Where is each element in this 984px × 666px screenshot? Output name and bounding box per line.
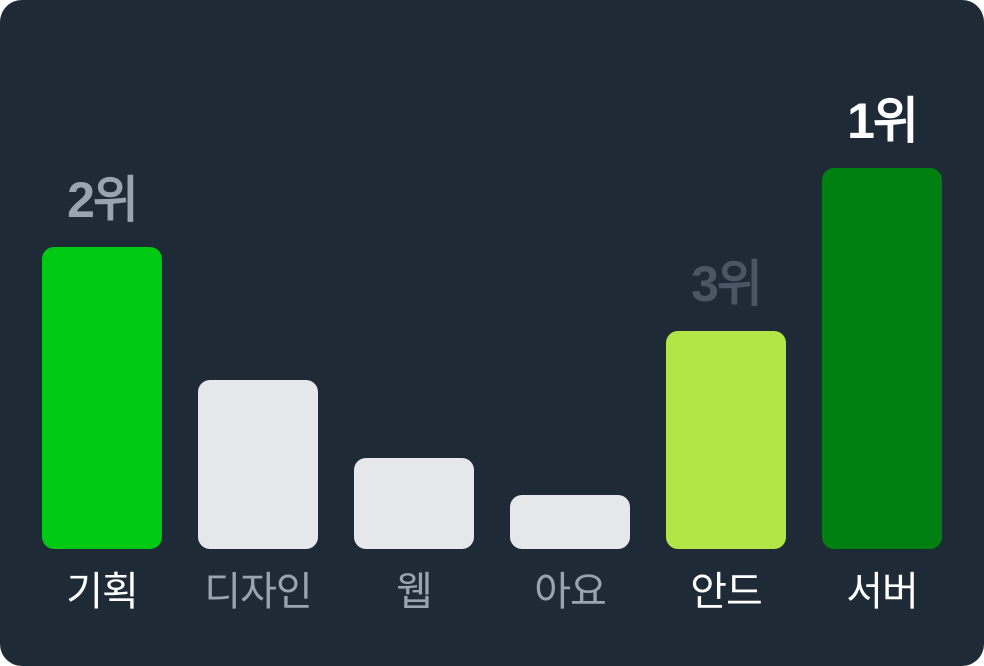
rank-label-0: 2위 xyxy=(22,175,182,225)
category-label-3: 아요 xyxy=(490,570,650,614)
bar-3 xyxy=(510,495,630,549)
bar-5 xyxy=(822,168,942,549)
bar-4 xyxy=(666,331,786,549)
category-label-2: 웹 xyxy=(334,570,494,614)
rank-label-4: 3위 xyxy=(646,259,806,309)
bar-2 xyxy=(354,458,474,549)
category-label-0: 기획 xyxy=(22,570,182,614)
bar-1 xyxy=(198,380,318,549)
bar-0 xyxy=(42,247,162,549)
category-label-1: 디자인 xyxy=(178,570,338,614)
rank-label-5: 1위 xyxy=(802,96,962,146)
category-label-4: 안드 xyxy=(646,570,806,614)
category-label-5: 서버 xyxy=(802,570,962,614)
